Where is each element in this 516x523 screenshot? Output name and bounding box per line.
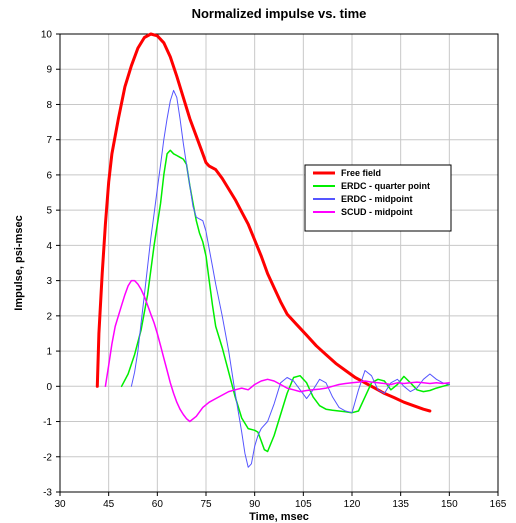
plot-frame [59,33,499,493]
legend-entry: ERDC - quarter point [341,181,430,191]
y-tick-label: 8 [46,100,52,111]
legend: Free field ERDC - quarter point ERDC - mid… [304,164,452,232]
x-tick-label: 165 [490,499,507,510]
y-tick-label: 5 [46,206,52,217]
y-tick-label: 4 [46,241,52,252]
x-tick-label: 45 [103,499,115,510]
series-line-3 [130,89,450,468]
legend-entry: Free field [341,168,381,178]
x-tick-label: 120 [344,499,361,510]
x-tick-label: 75 [200,499,212,510]
y-tick-label: 10 [41,30,53,41]
y-tick-label: 6 [46,170,52,181]
y-tick-label: 7 [46,135,52,146]
x-tick-label: 135 [392,499,409,510]
grid [59,33,499,493]
y-tick-label: -2 [43,452,52,463]
series-line-4 [104,279,451,423]
y-tick-label: -3 [43,488,52,499]
x-tick-label: 30 [54,499,66,510]
y-tick-label: 9 [46,65,52,76]
y-tick-label: 1 [46,347,52,358]
y-tick-label: 0 [46,382,52,393]
y-tick-label: 2 [46,311,52,322]
series-line-2 [120,149,451,453]
x-tick-label: 60 [152,499,164,510]
series-layer [95,32,451,468]
y-tick-label: 3 [46,276,52,287]
axis-ticks: 30 45 60 75 90 105 120 135 150 165-3-2-1012345678… [41,30,507,511]
x-tick-label: 105 [295,499,312,510]
legend-entry: SCUD - midpoint [341,207,413,217]
x-tick-label: 150 [441,499,458,510]
x-tick-label: 90 [249,499,261,510]
chart-title: Normalized impulse vs. time [192,6,367,21]
y-tick-label: -1 [43,417,52,428]
legend-entry: ERDC - midpoint [341,194,413,204]
x-axis-label: Time, msec [249,511,309,523]
y-axis-label: Impulse, psi-msec [13,215,25,310]
series-line-1 [95,32,432,413]
